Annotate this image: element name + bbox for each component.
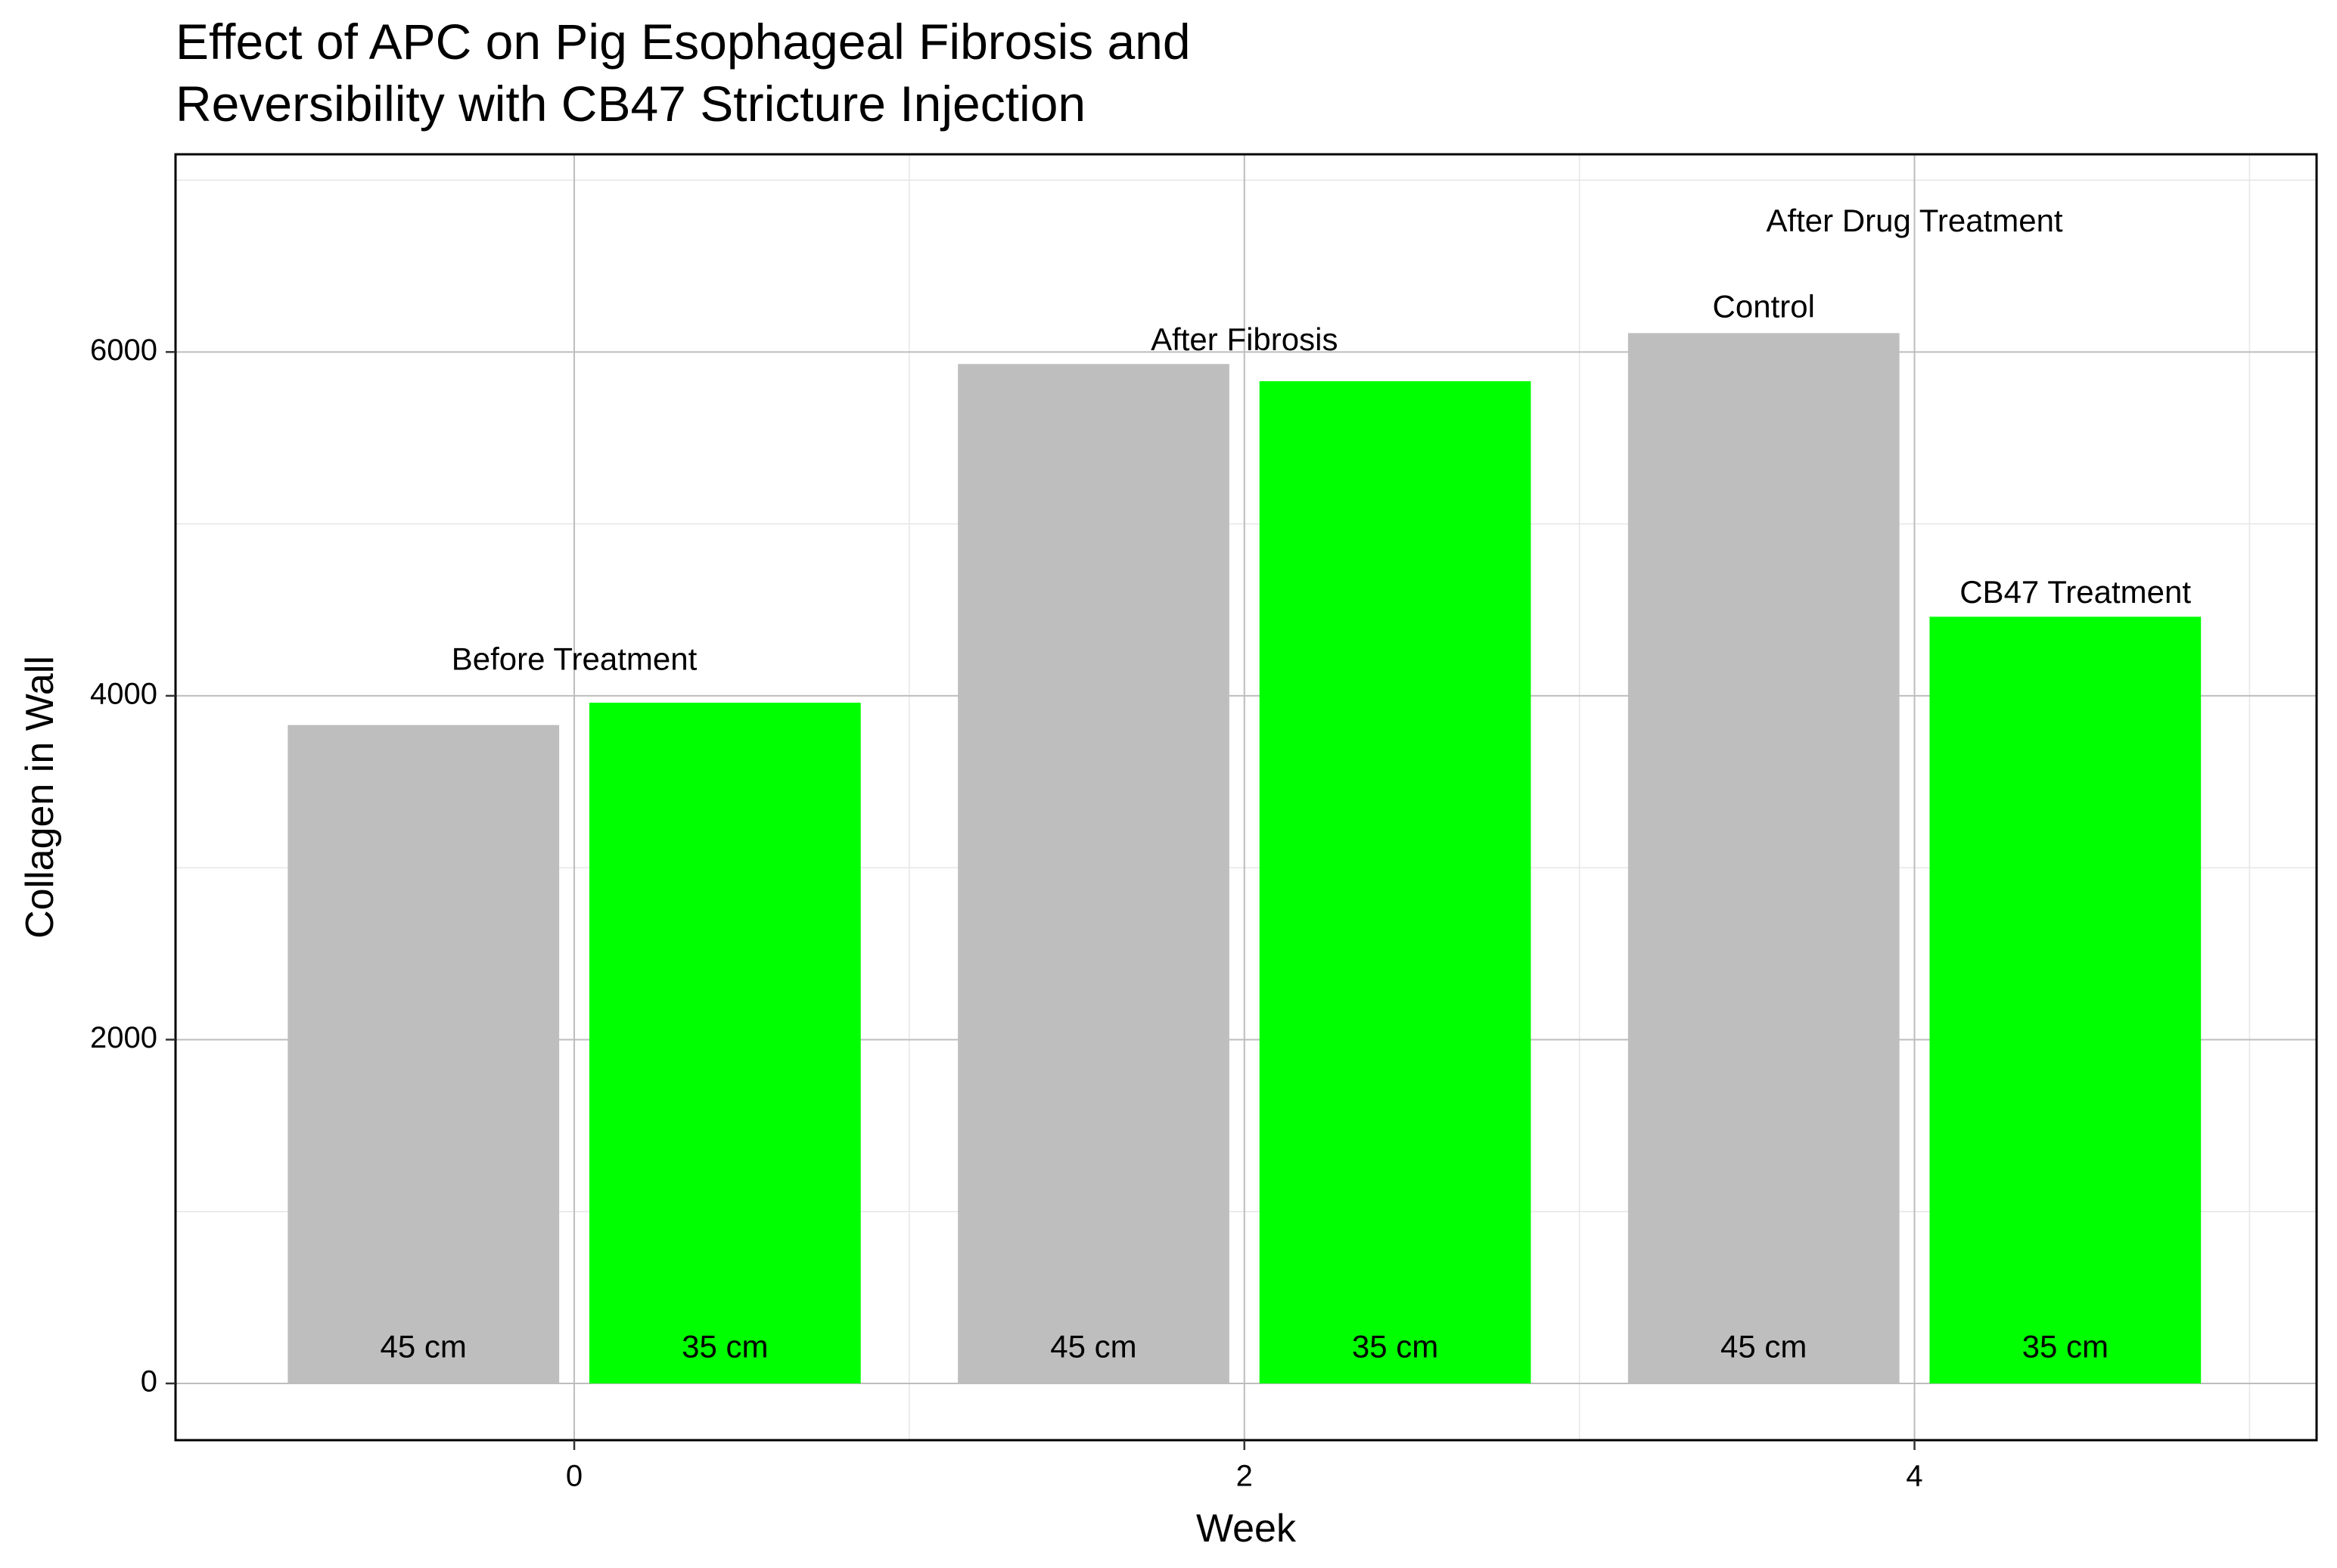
bar-label: 35 cm: [682, 1329, 768, 1365]
bar: [1929, 616, 2202, 1383]
chart-title-line-1: Effect of APC on Pig Esophageal Fibrosis…: [176, 14, 1191, 70]
annotation-label: Before Treatment: [452, 641, 698, 677]
bar-label: 35 cm: [1352, 1329, 1438, 1365]
y-tick-label: 6000: [90, 334, 157, 367]
y-axis-title: Collagen in Wall: [18, 656, 62, 939]
bar-label: 45 cm: [1720, 1329, 1807, 1365]
plot-panel-border: [174, 153, 2318, 1442]
annotation-label: After Drug Treatment: [1766, 203, 2062, 238]
y-tick-label: 4000: [90, 677, 157, 710]
bar: [589, 703, 861, 1383]
annotations: Before Treatment After Fibrosis Control Aft…: [452, 203, 2192, 677]
chart-title: Effect of APC on Pig Esophageal Fibrosis…: [176, 11, 1191, 135]
x-tick-label: 0: [566, 1460, 583, 1493]
bar-labels: 45 cm 45 cm 45 cm 35 cm 35 cm 35 cm: [381, 1329, 2109, 1365]
x-axis-title: Week: [1196, 1507, 1297, 1551]
y-tick-label: 2000: [90, 1021, 157, 1054]
bar-label: 45 cm: [1050, 1329, 1136, 1365]
annotation-label: After Fibrosis: [1151, 321, 1338, 357]
bar-label: 35 cm: [2022, 1329, 2109, 1365]
bar: [287, 725, 560, 1383]
y-tick-label: 0: [141, 1365, 157, 1399]
annotation-label: Control: [1713, 289, 1815, 324]
annotation-label: CB47 Treatment: [1959, 574, 2191, 610]
bar: [1259, 381, 1531, 1383]
x-tick-label: 2: [1236, 1460, 1253, 1493]
x-tick-label: 4: [1906, 1460, 1922, 1493]
bar: [1627, 333, 1900, 1383]
bar-label: 45 cm: [381, 1329, 467, 1365]
bars: [287, 333, 2202, 1384]
axis-ticks: 0 2 4 0 2000 4000 6000: [90, 334, 1923, 1493]
bar: [958, 364, 1229, 1384]
chart-title-line-2: Reversibility with CB47 Stricture Inject…: [176, 76, 1086, 132]
